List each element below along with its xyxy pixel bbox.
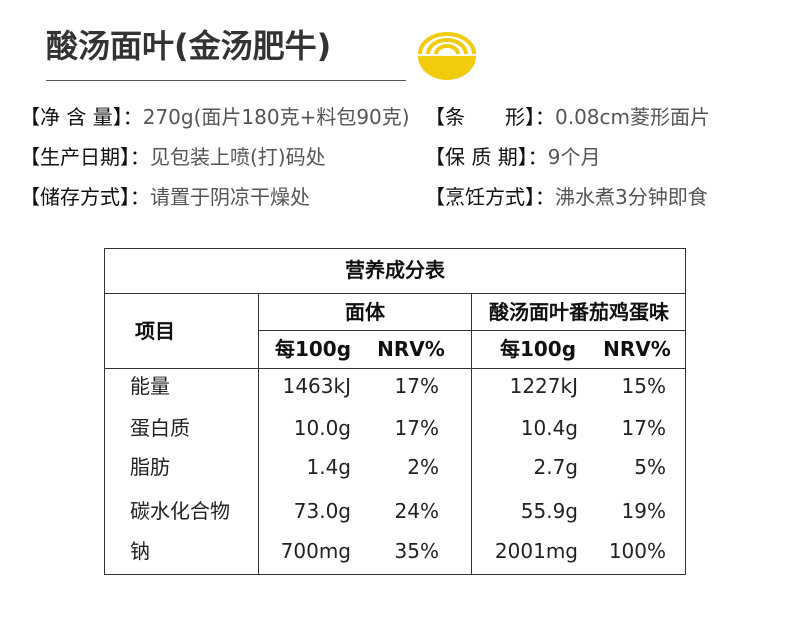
sub-header: NRV% xyxy=(377,337,445,361)
table-value: 17% xyxy=(394,416,439,440)
info-item: 【条 形】：0.08cm菱形面片 xyxy=(425,107,710,127)
table-value: 55.9g xyxy=(520,499,578,523)
table-value: 35% xyxy=(394,539,439,563)
item-name: 蛋白质 xyxy=(130,416,190,440)
nutrition-table xyxy=(104,248,686,575)
info-item: 【储存方式】：请置于阴凉干燥处 xyxy=(20,187,310,207)
sub-header: 每100g xyxy=(499,337,577,361)
table-value: 73.0g xyxy=(293,499,351,523)
item-name: 钠 xyxy=(130,539,150,563)
table-value: 17% xyxy=(621,416,666,440)
table-rule xyxy=(258,330,686,331)
item-name: 脂肪 xyxy=(130,455,170,479)
table-rule xyxy=(471,293,472,575)
info-item: 【生产日期】：见包装上喷(打)码处 xyxy=(20,147,326,167)
info-label: 【生产日期】： xyxy=(20,145,150,169)
table-value: 700mg xyxy=(280,539,351,563)
table-value: 24% xyxy=(394,499,439,523)
info-item: 【保 质 期】：9个月 xyxy=(425,147,600,167)
table-rule xyxy=(104,293,686,294)
info-value: 请置于阴凉干燥处 xyxy=(150,185,310,209)
info-value: 9个月 xyxy=(547,145,601,169)
table-value: 15% xyxy=(621,374,666,398)
table-value: 17% xyxy=(394,374,439,398)
info-value: 0.08cm菱形面片 xyxy=(555,105,711,129)
info-value: 见包装上喷(打)码处 xyxy=(150,145,326,169)
item-name: 能量 xyxy=(130,374,170,398)
info-label: 【储存方式】： xyxy=(20,185,150,209)
table-value: 100% xyxy=(608,539,666,563)
group-header: 酸汤面叶番茄鸡蛋味 xyxy=(489,300,669,324)
info-label: 【保 质 期】： xyxy=(425,145,548,169)
info-value: 270g(面片180克+料包90克) xyxy=(142,105,410,129)
table-value: 19% xyxy=(621,499,666,523)
info-value: 沸水煮3分钟即食 xyxy=(555,185,708,209)
table-rule xyxy=(104,368,686,369)
bowl-icon xyxy=(418,32,476,80)
info-label: 【烹饪方式】： xyxy=(425,185,555,209)
table-value: 1.4g xyxy=(306,455,351,479)
table-value: 10.4g xyxy=(520,416,578,440)
item-name: 碳水化合物 xyxy=(130,499,230,523)
table-rule xyxy=(258,293,259,575)
info-label: 【净 含 量】： xyxy=(20,105,143,129)
table-value: 2% xyxy=(407,455,439,479)
item-header: 项目 xyxy=(135,319,175,343)
table-value: 1463kJ xyxy=(282,374,351,398)
sub-header: NRV% xyxy=(603,337,671,361)
table-value: 2001mg xyxy=(494,539,578,563)
table-value: 10.0g xyxy=(293,416,351,440)
sub-header: 每100g xyxy=(274,337,352,361)
info-label: 【条 形】： xyxy=(425,105,555,129)
table-value: 2.7g xyxy=(533,455,578,479)
group-header: 面体 xyxy=(345,300,385,324)
info-item: 【净 含 量】：270g(面片180克+料包90克) xyxy=(20,107,410,127)
table-title: 营养成分表 xyxy=(345,258,445,282)
table-value: 5% xyxy=(634,455,666,479)
title-underline xyxy=(46,80,406,81)
title: 酸汤面叶(金汤肥牛) xyxy=(46,27,332,65)
info-item: 【烹饪方式】：沸水煮3分钟即食 xyxy=(425,187,708,207)
table-value: 1227kJ xyxy=(509,374,578,398)
